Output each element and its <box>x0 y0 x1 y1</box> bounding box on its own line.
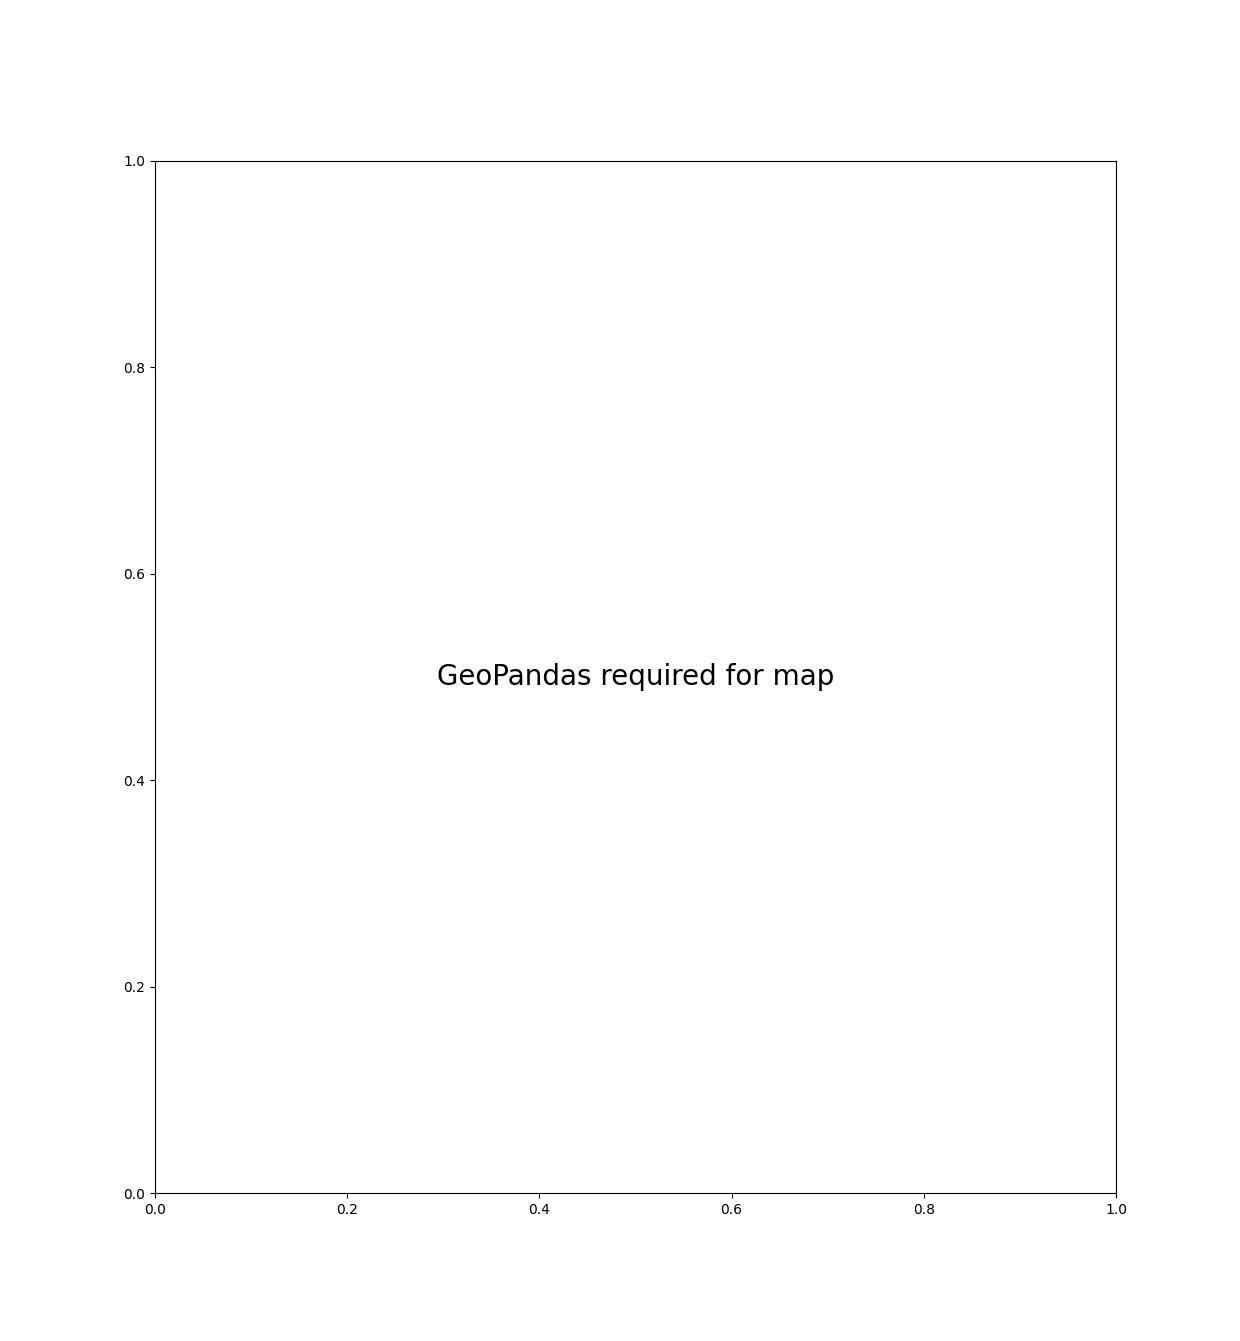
Text: GeoPandas required for map: GeoPandas required for map <box>436 664 835 691</box>
